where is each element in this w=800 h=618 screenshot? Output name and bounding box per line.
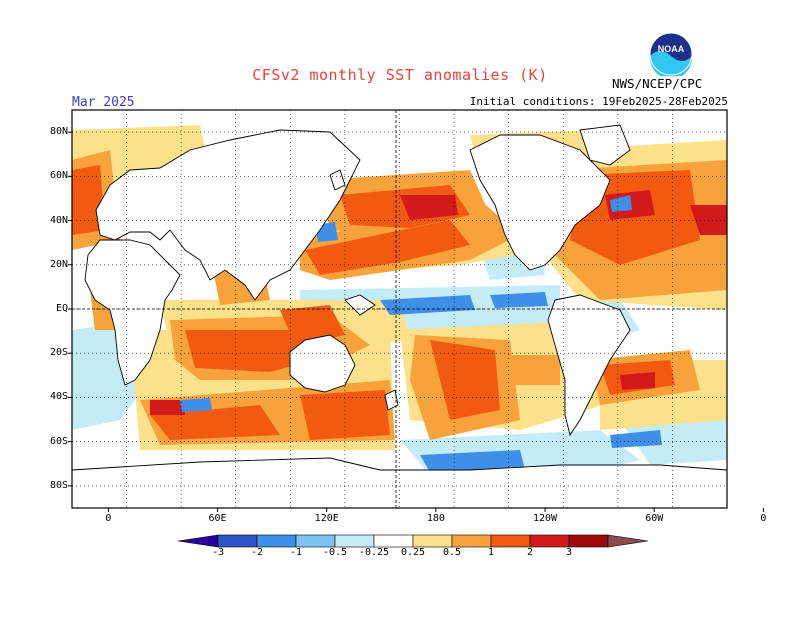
noaa-logo-icon: NOAA: [649, 32, 693, 76]
lon-label: 60W: [645, 513, 664, 524]
lon-label: 120E: [314, 513, 339, 524]
colorbar-segment: [334, 534, 375, 548]
lon-label: 0: [105, 513, 112, 524]
colorbar-segment: [568, 534, 609, 548]
lat-label: 20N: [49, 258, 68, 270]
agency-label: NWS/NCEP/CPC: [612, 76, 703, 91]
colorbar-segment: [529, 534, 570, 548]
colorbar-tick-label: -2: [250, 547, 264, 558]
lat-label: 80N: [49, 126, 68, 138]
initial-conditions: Initial conditions: 19Feb2025-28Feb2025: [469, 95, 728, 108]
lat-label: 40N: [49, 214, 68, 226]
lat-label: 40S: [49, 391, 68, 403]
colorbar-segment: [451, 534, 492, 548]
colorbar-arrow-left: [177, 534, 219, 548]
lat-label: 20S: [49, 347, 68, 359]
colorbar-tick-label: 1: [487, 547, 495, 558]
svg-text:NOAA: NOAA: [658, 44, 685, 54]
cool-moderate-anomalies: [180, 195, 662, 472]
colorbar-tick-label: 0.5: [442, 547, 462, 558]
colorbar-segment: [412, 534, 453, 548]
chart-title: CFSv2 monthly SST anomalies (K): [252, 66, 548, 84]
colorbar-tick-label: 0.25: [400, 547, 426, 558]
colorbar-segment: [373, 534, 414, 548]
colorbar-segment: [217, 534, 258, 548]
colorbar-segment: [256, 534, 297, 548]
lon-label: 180: [426, 513, 445, 524]
colorbar-arrow-right: [607, 534, 649, 548]
colorbar-tick-label: -1: [289, 547, 303, 558]
lat-label: EQ: [55, 303, 68, 314]
colorbar-tick-label: 2: [526, 547, 534, 558]
forecast-month: Mar 2025: [72, 95, 135, 110]
colorbar-segment: [490, 534, 531, 548]
lon-label: 120W: [533, 513, 558, 524]
colorbar-tick-label: -3: [211, 547, 225, 558]
colorbar-segment: [295, 534, 336, 548]
lat-label: 80S: [49, 479, 68, 491]
lat-label: 60N: [49, 170, 68, 182]
colorbar-tick-label: 3: [565, 547, 573, 558]
colorbar-tick-label: -0.25: [358, 547, 390, 558]
lon-label: 0: [760, 513, 767, 524]
lat-label: 60S: [49, 435, 68, 447]
colorbar-tick-label: -0.5: [322, 547, 348, 558]
lon-label: 60E: [208, 513, 227, 524]
